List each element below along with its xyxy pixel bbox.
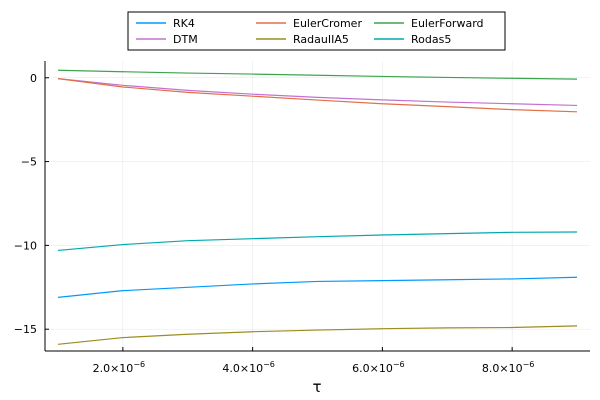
- series-line-radauiia5: [57, 325, 578, 345]
- legend-label: RK4: [173, 17, 195, 30]
- x-tick-label: 8.0×10−6: [482, 360, 535, 375]
- series-line-rk4: [57, 276, 578, 298]
- legend-label: RadauIIA5: [293, 33, 349, 46]
- y-tick-label: −5: [21, 156, 37, 169]
- legend-label: EulerForward: [411, 17, 484, 30]
- legend-label: Rodas5: [411, 33, 451, 46]
- grid: [45, 61, 590, 351]
- legend-box: [127, 11, 506, 51]
- legend: RK4 EulerCromer EulerForward DTM RadauIIA5 Ro…: [127, 11, 506, 51]
- series-line-dtm: [57, 78, 578, 107]
- series-line-rodas5: [57, 231, 578, 252]
- axes: 2.0×10−6 4.0×10−6 6.0×10−6 8.0×10−6 0 −5 −10 −1…: [14, 61, 590, 375]
- legend-label: EulerCromer: [293, 17, 362, 30]
- series-line-eulerforward: [57, 69, 578, 80]
- legend-label: DTM: [173, 33, 198, 46]
- series-lines: [57, 69, 578, 345]
- y-tick-label: −10: [14, 239, 37, 252]
- y-tick-label: −15: [14, 323, 37, 336]
- x-axis-title: τ: [312, 378, 321, 396]
- series-line-eulercromer: [57, 78, 578, 113]
- x-tick-label: 6.0×10−6: [352, 360, 405, 375]
- x-tick-label: 2.0×10−6: [93, 360, 146, 375]
- y-tick-label: 0: [30, 72, 37, 85]
- x-tick-label: 4.0×10−6: [222, 360, 275, 375]
